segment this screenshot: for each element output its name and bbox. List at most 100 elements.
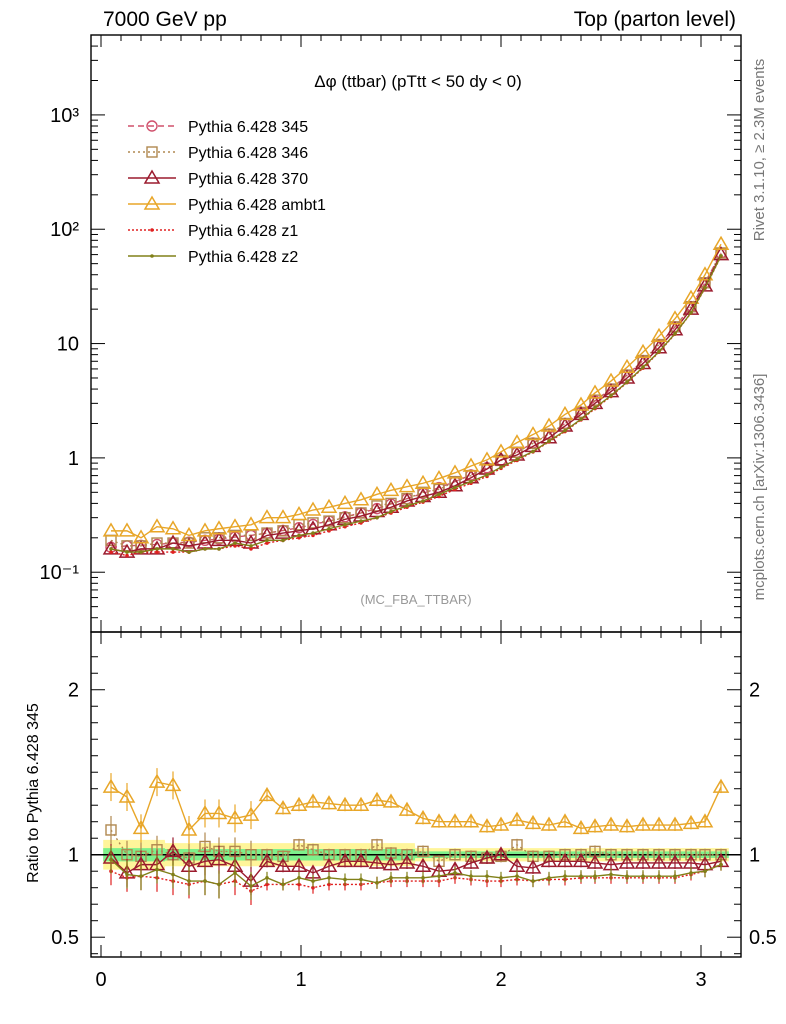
ratio-point xyxy=(290,857,308,873)
ratio-point xyxy=(320,857,338,873)
ratio-line xyxy=(110,850,722,883)
ratio-point xyxy=(449,849,461,861)
data-point xyxy=(274,524,292,539)
ratio-point xyxy=(586,818,604,833)
ratio-point xyxy=(171,872,175,877)
legend-marker xyxy=(146,120,158,132)
legend-entry: Pythia 6.428 346 xyxy=(128,145,308,162)
ratio-point xyxy=(371,839,383,851)
data-point xyxy=(625,380,629,384)
ratio-point xyxy=(375,880,379,885)
data-point xyxy=(673,331,677,336)
ratio-point xyxy=(682,814,700,830)
ratio-point xyxy=(492,816,510,831)
data-point xyxy=(414,474,432,490)
data-point xyxy=(148,518,166,533)
data-point xyxy=(242,516,260,531)
ratio-point xyxy=(609,872,613,877)
ratio-point xyxy=(414,857,432,873)
data-point xyxy=(155,547,159,551)
ratio-point xyxy=(210,851,228,866)
chart-title: Δφ (ttbar) (pTtt < 50 dy < 0) xyxy=(314,72,522,91)
ratio-point xyxy=(281,882,285,887)
data-point xyxy=(281,538,285,543)
ratio-point xyxy=(311,879,315,883)
data-point xyxy=(265,538,269,543)
ratio-line xyxy=(110,863,722,892)
data-point xyxy=(618,358,636,374)
data-point xyxy=(696,277,714,292)
ratio-point xyxy=(132,819,150,835)
ratio-point xyxy=(343,877,347,882)
ratio-point xyxy=(187,879,191,883)
ratio-point xyxy=(531,879,535,883)
legend-label: Pythia 6.428 370 xyxy=(188,171,308,188)
ratio-point xyxy=(307,844,319,856)
ratio-point xyxy=(556,852,574,868)
data-point xyxy=(453,485,457,490)
data-point xyxy=(696,266,714,281)
x-tick-label: 2 xyxy=(495,969,506,991)
ratio-point xyxy=(478,818,496,833)
data-point xyxy=(210,531,228,547)
data-point xyxy=(593,405,597,410)
ratio-point xyxy=(634,854,652,869)
series-line xyxy=(110,252,722,549)
legend-entry: Pythia 6.428 z1 xyxy=(128,223,298,240)
ratio-point xyxy=(650,854,668,869)
ratio-point xyxy=(689,871,693,875)
ratio-point xyxy=(593,874,597,878)
ratio-point xyxy=(478,849,496,864)
data-point xyxy=(196,522,214,537)
ratio-point xyxy=(311,885,315,890)
data-point xyxy=(375,515,379,520)
header-left-label: 7000 GeV pp xyxy=(103,8,227,31)
data-point xyxy=(609,393,613,398)
data-point xyxy=(258,509,276,524)
data-point xyxy=(417,486,429,499)
data-point xyxy=(203,547,207,551)
data-point xyxy=(336,494,354,510)
ratio-point xyxy=(249,884,253,888)
ratio-point xyxy=(155,867,159,872)
data-point xyxy=(563,428,567,433)
x-tick-label: 3 xyxy=(695,969,706,991)
ratio-point xyxy=(226,809,244,825)
data-point xyxy=(634,343,652,358)
ratio-panel: 0 1 2 3 0.5 0.5 1 1 2 2 xyxy=(51,631,777,991)
ratio-point xyxy=(462,813,480,828)
ratio-point xyxy=(556,813,574,828)
ratio-point xyxy=(382,793,400,808)
ratio-point xyxy=(492,846,510,861)
data-point xyxy=(572,396,590,411)
ratio-point xyxy=(579,874,583,878)
main-panel: 10⁻¹ 1 10 10² 10³ xyxy=(40,34,742,633)
ratio-point xyxy=(547,876,551,880)
ratio-point xyxy=(274,857,292,873)
series-0 xyxy=(105,247,727,554)
series-2 xyxy=(102,246,730,558)
ratio-point xyxy=(105,824,117,836)
ratio-point xyxy=(327,876,331,880)
data-point xyxy=(405,504,409,508)
data-point xyxy=(323,515,335,527)
legend-marker xyxy=(143,195,161,210)
ratio-point xyxy=(572,819,590,835)
ratio-frame xyxy=(90,631,742,958)
data-point xyxy=(650,327,668,342)
ratio-point xyxy=(625,874,629,878)
ratio-point xyxy=(712,778,730,793)
x-tick-label: 0 xyxy=(95,969,106,991)
ratio-point xyxy=(696,813,714,828)
y-tick-label: 1 xyxy=(68,448,79,470)
series-5 xyxy=(109,254,723,554)
ratio-point xyxy=(125,872,129,877)
ratio-point xyxy=(109,857,113,862)
data-point xyxy=(492,451,510,466)
data-point xyxy=(265,541,269,545)
legend-entry: Pythia 6.428 345 xyxy=(128,119,308,136)
data-point xyxy=(508,434,526,449)
data-point xyxy=(689,310,693,315)
legend-marker xyxy=(143,169,161,184)
data-point xyxy=(492,443,510,458)
